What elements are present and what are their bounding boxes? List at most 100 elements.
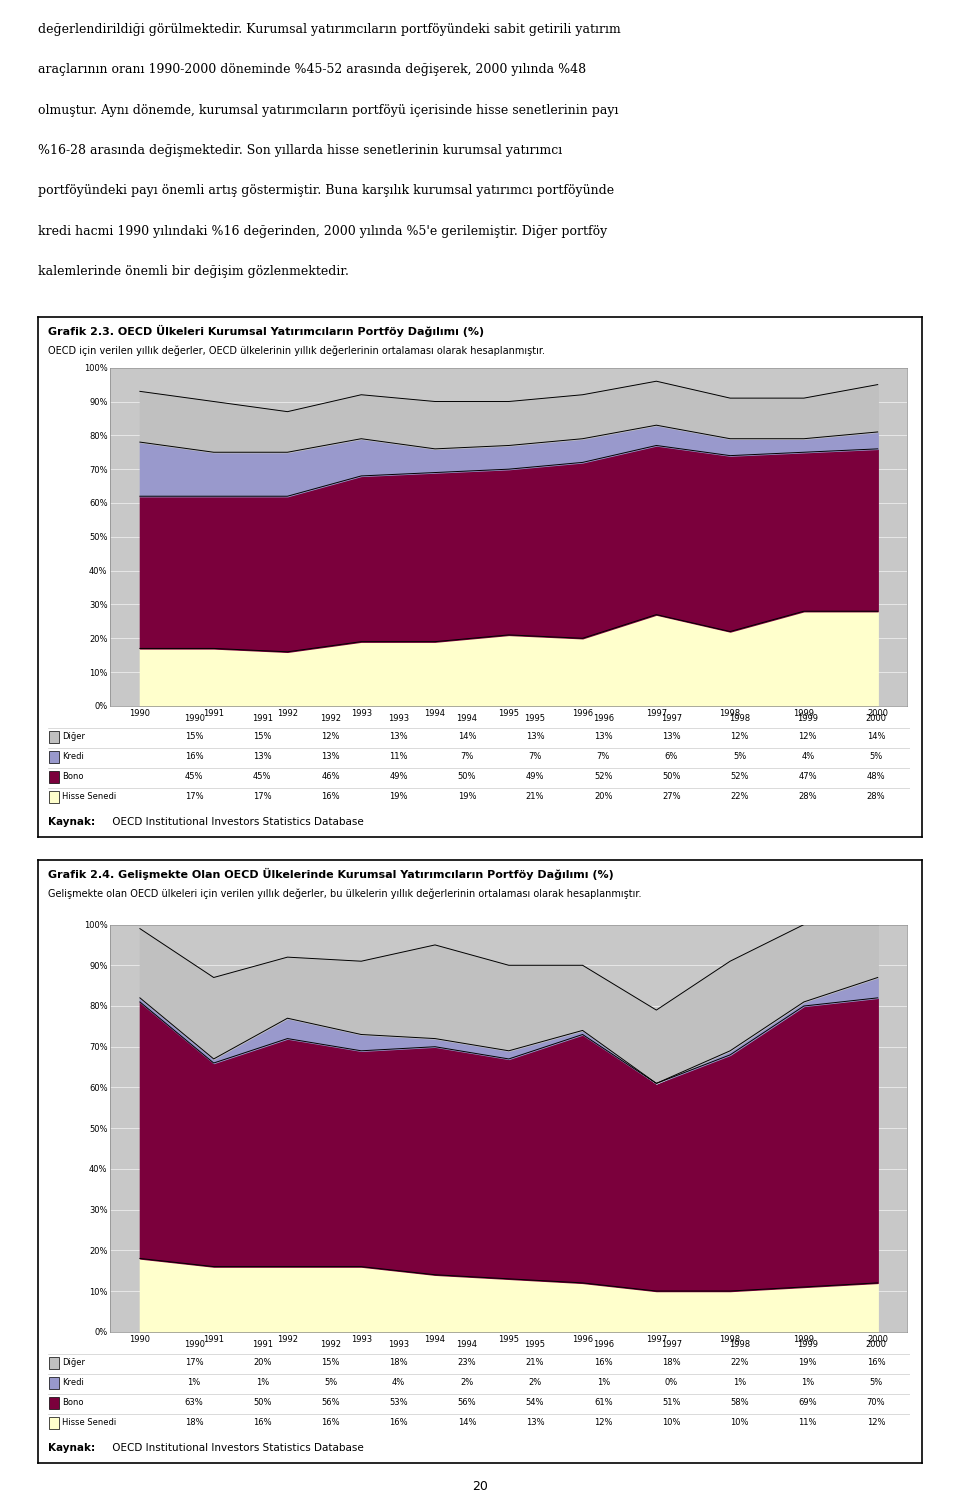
Text: 1995: 1995 [524, 1341, 545, 1350]
Text: 5%: 5% [870, 1378, 882, 1387]
Text: 1991: 1991 [252, 1341, 273, 1350]
Text: 47%: 47% [799, 772, 817, 781]
Text: 61%: 61% [594, 1398, 612, 1407]
Text: 10%: 10% [662, 1418, 681, 1427]
Text: 14%: 14% [458, 733, 476, 742]
Text: 21%: 21% [526, 792, 544, 801]
Text: 1996: 1996 [592, 1341, 613, 1350]
Text: 2%: 2% [460, 1378, 473, 1387]
Text: 13%: 13% [526, 733, 544, 742]
Bar [49, 1416, 60, 1428]
Text: 2%: 2% [528, 1378, 541, 1387]
Text: 50%: 50% [458, 772, 476, 781]
Text: 16%: 16% [253, 1418, 272, 1427]
Text: 21%: 21% [526, 1359, 544, 1368]
Text: 1999: 1999 [798, 715, 818, 724]
Text: 69%: 69% [799, 1398, 817, 1407]
Text: 0%: 0% [665, 1378, 678, 1387]
Text: 54%: 54% [526, 1398, 544, 1407]
Text: 15%: 15% [185, 733, 204, 742]
Text: 1996: 1996 [592, 715, 613, 724]
Bar [49, 1357, 60, 1369]
Text: 45%: 45% [253, 772, 272, 781]
Text: 19%: 19% [799, 1359, 817, 1368]
Text: OECD Institutional Investors Statistics Database: OECD Institutional Investors Statistics … [108, 817, 364, 826]
Text: 14%: 14% [458, 1418, 476, 1427]
Text: 4%: 4% [392, 1378, 405, 1387]
Text: 70%: 70% [867, 1398, 885, 1407]
Text: Diğer: Diğer [61, 1359, 84, 1368]
Text: 63%: 63% [184, 1398, 204, 1407]
Text: Kaynak:: Kaynak: [48, 1443, 95, 1452]
Text: 4%: 4% [802, 752, 814, 762]
Text: 28%: 28% [799, 792, 817, 801]
Text: 1997: 1997 [660, 715, 682, 724]
Text: 50%: 50% [662, 772, 681, 781]
Text: 1%: 1% [255, 1378, 269, 1387]
Text: Bono: Bono [61, 772, 84, 781]
Text: 11%: 11% [390, 752, 408, 762]
Text: 2000: 2000 [866, 715, 886, 724]
Text: 12%: 12% [322, 733, 340, 742]
Text: 27%: 27% [662, 792, 681, 801]
Text: 49%: 49% [526, 772, 544, 781]
Bar [49, 771, 60, 783]
Text: Kredi: Kredi [61, 752, 84, 762]
Text: 20: 20 [472, 1481, 488, 1493]
Text: 1998: 1998 [729, 715, 750, 724]
Text: 18%: 18% [662, 1359, 681, 1368]
Text: 5%: 5% [870, 752, 882, 762]
Text: 13%: 13% [322, 752, 340, 762]
Text: 52%: 52% [594, 772, 612, 781]
Text: 12%: 12% [731, 733, 749, 742]
Text: 13%: 13% [390, 733, 408, 742]
Text: Grafik 2.4. Gelişmekte Olan OECD Ülkelerinde Kurumsal Yatırımcıların Portföy Dağ: Grafik 2.4. Gelişmekte Olan OECD Ülkeler… [48, 867, 613, 879]
Text: 2000: 2000 [866, 1341, 886, 1350]
Text: 17%: 17% [253, 792, 272, 801]
Text: 13%: 13% [594, 733, 612, 742]
Text: 1994: 1994 [456, 715, 477, 724]
Text: 18%: 18% [390, 1359, 408, 1368]
Bar [49, 731, 60, 743]
Text: 28%: 28% [867, 792, 885, 801]
Text: 17%: 17% [185, 1359, 204, 1368]
Text: 49%: 49% [390, 772, 408, 781]
Text: 20%: 20% [594, 792, 612, 801]
Text: 22%: 22% [731, 792, 749, 801]
Text: 56%: 56% [458, 1398, 476, 1407]
Text: 7%: 7% [596, 752, 610, 762]
Text: 1%: 1% [187, 1378, 201, 1387]
Text: 11%: 11% [799, 1418, 817, 1427]
Text: 58%: 58% [731, 1398, 749, 1407]
Text: 1995: 1995 [524, 715, 545, 724]
Text: 50%: 50% [253, 1398, 272, 1407]
Text: OECD Institutional Investors Statistics Database: OECD Institutional Investors Statistics … [108, 1443, 364, 1452]
Text: Gelişmekte olan OECD ülkeleri için verilen yıllık değerler, bu ülkelerin yıllık : Gelişmekte olan OECD ülkeleri için veril… [48, 888, 641, 899]
Text: 46%: 46% [322, 772, 340, 781]
Text: 1991: 1991 [252, 715, 273, 724]
Text: 18%: 18% [185, 1418, 204, 1427]
Text: 16%: 16% [185, 752, 204, 762]
Text: Diğer: Diğer [61, 733, 84, 742]
Text: 12%: 12% [867, 1418, 885, 1427]
Text: 6%: 6% [664, 752, 678, 762]
Text: 1998: 1998 [729, 1341, 750, 1350]
Text: 1990: 1990 [183, 1341, 204, 1350]
Text: 52%: 52% [731, 772, 749, 781]
Bar [49, 751, 60, 763]
Text: 16%: 16% [322, 1418, 340, 1427]
Text: 5%: 5% [324, 1378, 337, 1387]
Text: 1999: 1999 [798, 1341, 818, 1350]
Text: 16%: 16% [390, 1418, 408, 1427]
Text: 22%: 22% [731, 1359, 749, 1368]
Text: 1%: 1% [802, 1378, 814, 1387]
Text: 48%: 48% [867, 772, 885, 781]
Text: Bono: Bono [61, 1398, 84, 1407]
Text: kredi hacmi 1990 yılındaki %16 değerinden, 2000 yılında %5'e gerilemiştir. Diğer: kredi hacmi 1990 yılındaki %16 değerinde… [38, 225, 608, 238]
Text: 16%: 16% [594, 1359, 612, 1368]
Text: OECD için verilen yıllık değerler, OECD ülkelerinin yıllık değerlerinin ortalama: OECD için verilen yıllık değerler, OECD … [48, 345, 544, 356]
Text: 19%: 19% [458, 792, 476, 801]
Text: Hisse Senedi: Hisse Senedi [61, 1418, 116, 1427]
Text: Hisse Senedi: Hisse Senedi [61, 792, 116, 801]
Text: araçlarının oranı 1990-2000 döneminde %45-52 arasında değişerek, 2000 yılında %4: araçlarının oranı 1990-2000 döneminde %4… [38, 63, 587, 75]
